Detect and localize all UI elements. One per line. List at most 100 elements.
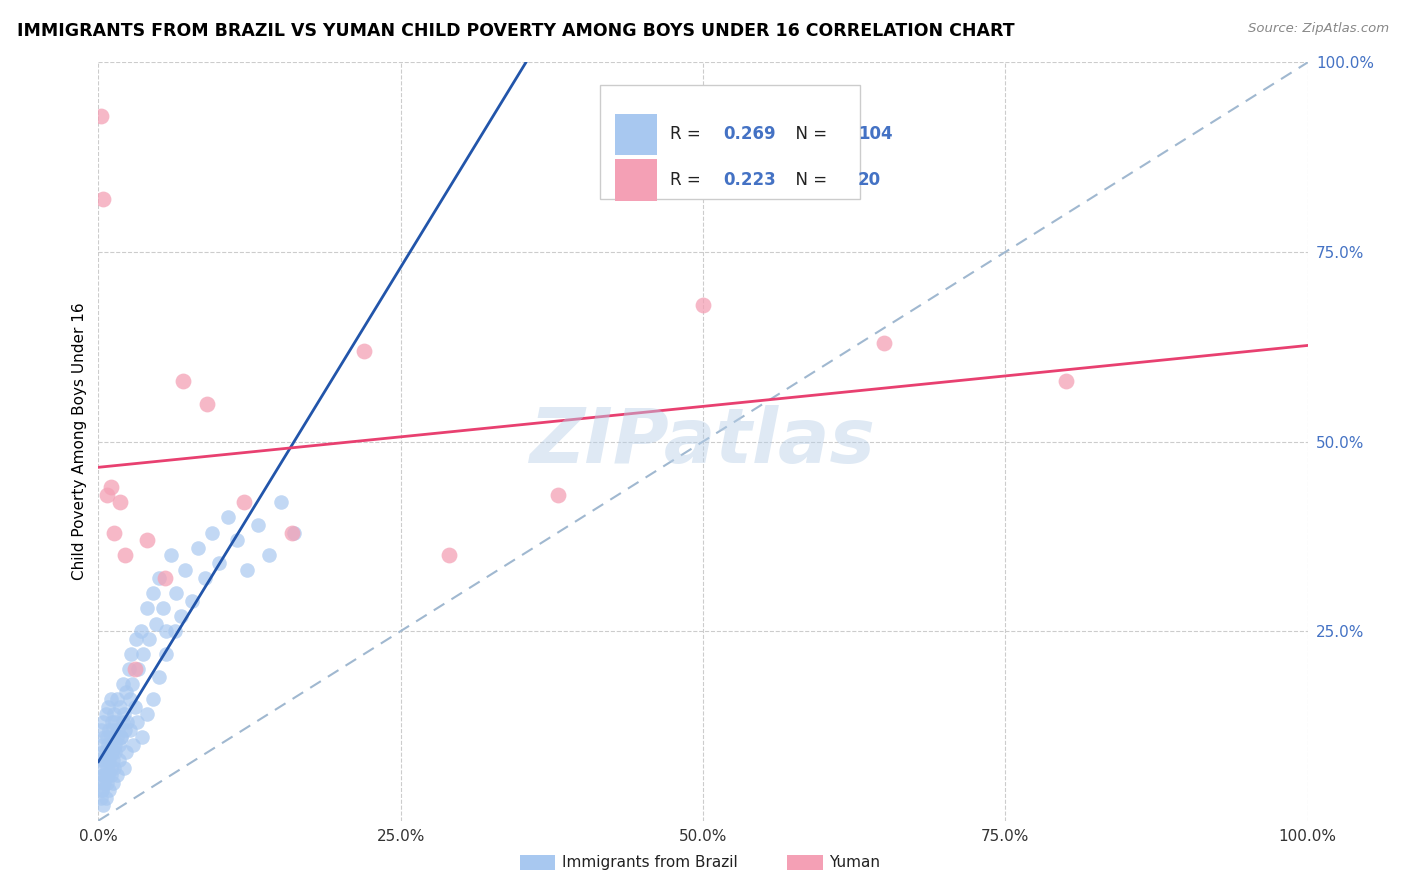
Point	[155, 647, 177, 661]
Point	[105, 730, 128, 744]
Point	[145, 616, 167, 631]
Point	[91, 192, 114, 206]
Point	[96, 760, 118, 774]
Point	[97, 699, 120, 714]
Point	[96, 730, 118, 744]
Point	[101, 723, 124, 737]
Point	[98, 783, 121, 797]
Point	[104, 746, 127, 760]
Text: N =: N =	[785, 171, 832, 189]
Point	[226, 533, 249, 548]
Point	[152, 601, 174, 615]
Point	[127, 715, 149, 730]
Point	[91, 783, 114, 797]
Point	[91, 768, 114, 782]
Point	[93, 776, 115, 790]
Point	[93, 730, 115, 744]
Point	[114, 723, 136, 737]
Point	[108, 753, 131, 767]
Point	[135, 533, 157, 548]
Point	[115, 685, 138, 699]
Point	[124, 699, 146, 714]
Point	[107, 723, 129, 737]
Point	[108, 495, 131, 509]
Point	[100, 730, 122, 744]
Text: 104: 104	[858, 126, 893, 144]
Point	[90, 723, 112, 737]
Point	[153, 571, 176, 585]
Point	[90, 108, 112, 122]
Text: IMMIGRANTS FROM BRAZIL VS YUMAN CHILD POVERTY AMONG BOYS UNDER 16 CORRELATION CH: IMMIGRANTS FROM BRAZIL VS YUMAN CHILD PO…	[17, 22, 1015, 40]
Point	[112, 760, 135, 774]
Point	[120, 647, 142, 661]
Point	[127, 662, 149, 676]
Point	[100, 746, 122, 760]
Point	[98, 753, 121, 767]
FancyBboxPatch shape	[614, 113, 657, 155]
Point	[91, 738, 114, 752]
Point	[94, 707, 117, 722]
Text: 0.269: 0.269	[724, 126, 776, 144]
Point	[97, 768, 120, 782]
Point	[148, 571, 170, 585]
Point	[91, 760, 114, 774]
Point	[93, 768, 115, 782]
Point	[91, 715, 114, 730]
Point	[117, 715, 139, 730]
Y-axis label: Child Poverty Among Boys Under 16: Child Poverty Among Boys Under 16	[72, 302, 87, 581]
FancyBboxPatch shape	[614, 159, 657, 201]
Point	[437, 548, 460, 563]
Point	[89, 776, 111, 790]
Point	[232, 495, 254, 509]
Point	[160, 548, 183, 563]
Point	[135, 601, 157, 615]
Point	[155, 624, 177, 639]
Point	[165, 586, 187, 600]
Point	[692, 298, 714, 312]
Point	[91, 746, 114, 760]
Point	[547, 487, 569, 501]
Point	[96, 487, 118, 501]
Point	[138, 632, 160, 646]
Point	[97, 753, 120, 767]
Point	[94, 768, 117, 782]
Point	[132, 647, 155, 661]
FancyBboxPatch shape	[600, 85, 860, 199]
Point	[101, 753, 124, 767]
Text: 20: 20	[858, 171, 882, 189]
Point	[110, 730, 132, 744]
Point	[108, 738, 131, 752]
Point	[103, 525, 125, 540]
Point	[100, 692, 122, 706]
Point	[208, 556, 231, 570]
Point	[103, 738, 125, 752]
Point	[115, 746, 138, 760]
Point	[270, 495, 292, 509]
Point	[97, 738, 120, 752]
Point	[353, 343, 375, 358]
Point	[108, 699, 131, 714]
Point	[174, 564, 197, 578]
Point	[111, 715, 134, 730]
Point	[281, 525, 304, 540]
Point	[180, 594, 202, 608]
Point	[100, 715, 122, 730]
Point	[114, 548, 136, 563]
Point	[94, 791, 117, 805]
Point	[236, 564, 259, 578]
Point	[98, 723, 121, 737]
Point	[100, 480, 122, 494]
Point	[105, 692, 128, 706]
Point	[142, 586, 165, 600]
Point	[111, 677, 134, 691]
Text: ZIPatlas: ZIPatlas	[530, 405, 876, 478]
Point	[101, 776, 124, 790]
Point	[125, 632, 148, 646]
Text: R =: R =	[671, 171, 706, 189]
Point	[122, 738, 145, 752]
Point	[100, 760, 122, 774]
Text: Source: ZipAtlas.com: Source: ZipAtlas.com	[1249, 22, 1389, 36]
Point	[172, 374, 194, 388]
Point	[118, 662, 141, 676]
Point	[91, 783, 114, 797]
